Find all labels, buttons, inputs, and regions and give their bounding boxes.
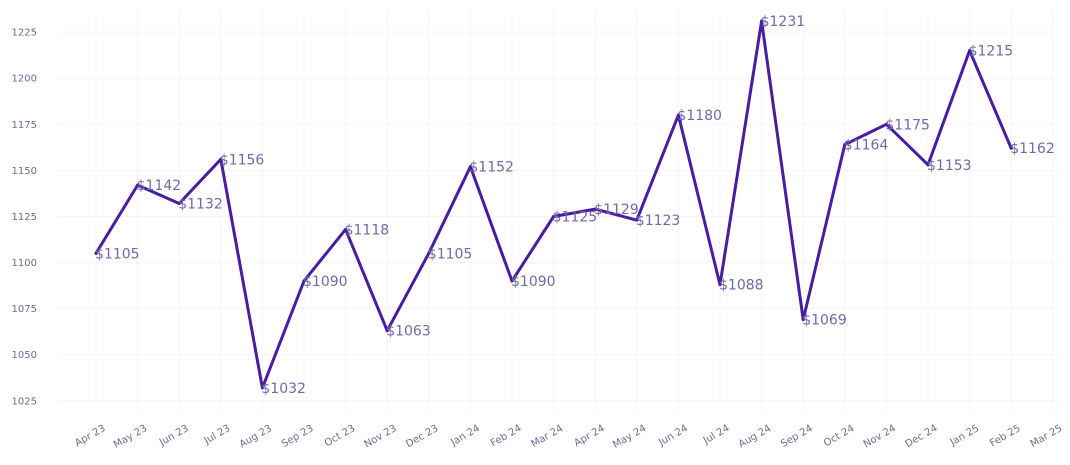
x-tick-label: Nov 24 bbox=[862, 423, 898, 450]
x-tick-label: Aug 24 bbox=[737, 423, 773, 450]
y-tick-label: 1175 bbox=[12, 120, 37, 131]
y-tick-label: 1225 bbox=[12, 28, 37, 39]
data-label: $1180 bbox=[677, 108, 722, 124]
data-point bbox=[177, 202, 181, 206]
x-tick-label: Sep 24 bbox=[779, 423, 815, 450]
data-label: $1063 bbox=[386, 324, 431, 340]
y-tick-label: 1125 bbox=[12, 212, 37, 223]
data-label: $1118 bbox=[345, 222, 390, 238]
data-label: $1142 bbox=[137, 178, 182, 194]
data-label: $1105 bbox=[95, 246, 140, 262]
data-point bbox=[843, 143, 847, 147]
x-tick-label: Jul 24 bbox=[701, 423, 732, 447]
x-tick-label: Mar 24 bbox=[529, 423, 565, 450]
data-point bbox=[968, 49, 972, 53]
data-label: $1152 bbox=[469, 160, 514, 176]
data-label: $1032 bbox=[261, 381, 306, 397]
x-tick-label: Jul 23 bbox=[202, 423, 233, 447]
data-point bbox=[302, 279, 306, 283]
y-tick-label: 1075 bbox=[12, 304, 37, 315]
data-point bbox=[427, 251, 431, 255]
x-tick-label: Jun 23 bbox=[157, 423, 191, 449]
x-tick-label: Dec 24 bbox=[903, 423, 939, 450]
data-point bbox=[926, 163, 930, 167]
data-label: $1156 bbox=[220, 152, 265, 168]
data-label: $1162 bbox=[1010, 141, 1055, 157]
x-tick-label: Aug 23 bbox=[238, 423, 274, 450]
data-label: $1069 bbox=[802, 313, 847, 329]
data-label: $1164 bbox=[844, 138, 889, 154]
x-tick-label: Feb 24 bbox=[489, 423, 524, 449]
data-point bbox=[1009, 146, 1013, 150]
x-axis-ticks: Apr 23 May 23 Jun 23 Jul 23 Aug 23 Sep 23 Oct … bbox=[73, 423, 1064, 451]
data-point bbox=[552, 214, 556, 218]
x-tick-label: Sep 23 bbox=[280, 423, 316, 450]
x-tick-label: Dec 23 bbox=[404, 423, 440, 450]
data-point bbox=[676, 113, 680, 117]
data-point bbox=[510, 279, 514, 283]
x-tick-label: Mar 25 bbox=[1029, 423, 1065, 450]
data-label: $1088 bbox=[719, 278, 764, 294]
y-tick-label: 1025 bbox=[12, 396, 37, 407]
data-label: $1090 bbox=[511, 274, 556, 290]
data-label: $1132 bbox=[178, 197, 223, 213]
data-label: $1215 bbox=[969, 44, 1014, 60]
x-tick-label: Nov 23 bbox=[363, 423, 399, 450]
x-tick-label: Jun 24 bbox=[656, 423, 690, 449]
x-tick-label: Oct 23 bbox=[323, 423, 357, 449]
data-label: $1153 bbox=[927, 158, 972, 174]
data-point bbox=[760, 19, 764, 23]
x-tick-label: May 23 bbox=[112, 423, 149, 451]
data-point bbox=[801, 318, 805, 322]
data-label: $1123 bbox=[636, 213, 681, 229]
data-label: $1175 bbox=[885, 117, 930, 133]
y-axis-ticks: 1025 1050 1075 1100 1125 1150 1175 1200 1225 bbox=[12, 28, 37, 408]
data-point bbox=[344, 227, 348, 231]
y-tick-label: 1100 bbox=[12, 258, 37, 269]
data-point bbox=[884, 122, 888, 126]
x-tick-label: Jan 25 bbox=[948, 423, 981, 449]
data-label: $1105 bbox=[428, 246, 473, 262]
y-tick-label: 1200 bbox=[12, 74, 37, 85]
data-point bbox=[94, 251, 98, 255]
data-label: $1129 bbox=[594, 202, 639, 218]
x-tick-label: Feb 25 bbox=[988, 423, 1023, 449]
y-tick-label: 1150 bbox=[12, 166, 37, 177]
data-point bbox=[635, 218, 639, 222]
data-point bbox=[593, 207, 597, 211]
data-point bbox=[468, 165, 472, 169]
data-label: $1090 bbox=[303, 274, 348, 290]
series-line-group bbox=[94, 19, 1013, 390]
x-tick-label: Jan 24 bbox=[448, 423, 481, 449]
data-labels: $1105 $1142 $1132 $1156 $1032 $1090 $1118 $1063… bbox=[95, 14, 1055, 397]
data-label: $1125 bbox=[553, 209, 598, 225]
data-point bbox=[260, 386, 264, 390]
x-tick-label: Apr 24 bbox=[572, 423, 606, 449]
x-tick-label: May 24 bbox=[611, 423, 648, 451]
data-point bbox=[385, 329, 389, 333]
data-label: $1231 bbox=[761, 14, 806, 30]
data-point bbox=[136, 183, 140, 187]
x-tick-label: Apr 23 bbox=[73, 423, 107, 449]
data-point bbox=[718, 283, 722, 287]
grid-lines bbox=[58, 10, 1058, 412]
y-tick-label: 1050 bbox=[12, 350, 37, 361]
data-point bbox=[219, 157, 223, 161]
x-tick-label: Oct 24 bbox=[822, 423, 856, 449]
